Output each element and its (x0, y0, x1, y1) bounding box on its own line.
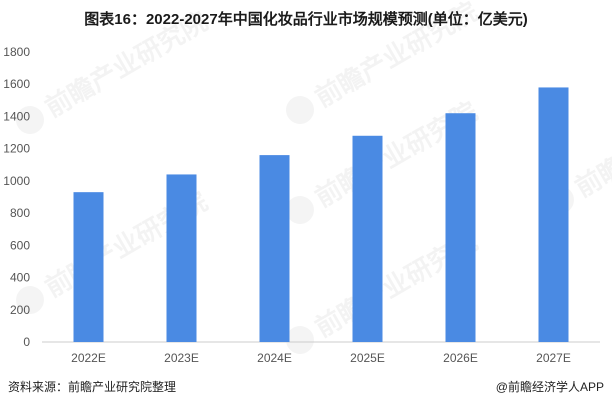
x-tick-labels: 2022E 2023E 2024E 2025E 2026E 2027E (71, 351, 571, 365)
y-tick-labels: 0 200 400 600 800 1000 1200 1400 1600 1800 (3, 45, 30, 349)
y-tick-label: 600 (10, 238, 30, 252)
watermark: 前瞻产业研究院 (15, 6, 213, 134)
y-tick-label: 200 (10, 303, 30, 317)
bar (259, 155, 290, 342)
source-note: 资料来源：前瞻产业研究院整理 (8, 380, 177, 394)
x-tick-label: 2023E (164, 351, 199, 365)
y-tick-label: 0 (23, 335, 30, 349)
y-tick-label: 1800 (3, 45, 30, 59)
y-tick-label: 400 (10, 271, 30, 285)
x-tick-label: 2027E (536, 351, 571, 365)
bar (445, 113, 476, 342)
x-tick-label: 2024E (257, 351, 292, 365)
x-tick-label: 2022E (71, 351, 106, 365)
svg-text:前瞻产业研究院: 前瞻产业研究院 (310, 0, 483, 114)
x-tick-label: 2025E (350, 351, 385, 365)
svg-text:前瞻产业研究院: 前瞻产业研究院 (570, 86, 612, 204)
y-tick-label: 800 (10, 206, 30, 220)
bar (166, 174, 197, 342)
bar (538, 87, 569, 342)
y-tick-label: 1200 (3, 142, 30, 156)
svg-text:前瞻产业研究院: 前瞻产业研究院 (40, 6, 213, 124)
y-tick-label: 1600 (3, 77, 30, 91)
bar (73, 192, 104, 342)
chart-title: 图表16：2022-2027年中国化妆品行业市场规模预测(单位：亿美元) (84, 11, 528, 28)
bar (352, 135, 383, 342)
credit-note: @前瞻经济学人APP (495, 380, 604, 394)
y-tick-label: 1400 (3, 109, 30, 123)
y-tick-label: 1000 (3, 174, 30, 188)
bars-layer (73, 87, 569, 342)
x-tick-label: 2026E (443, 351, 478, 365)
